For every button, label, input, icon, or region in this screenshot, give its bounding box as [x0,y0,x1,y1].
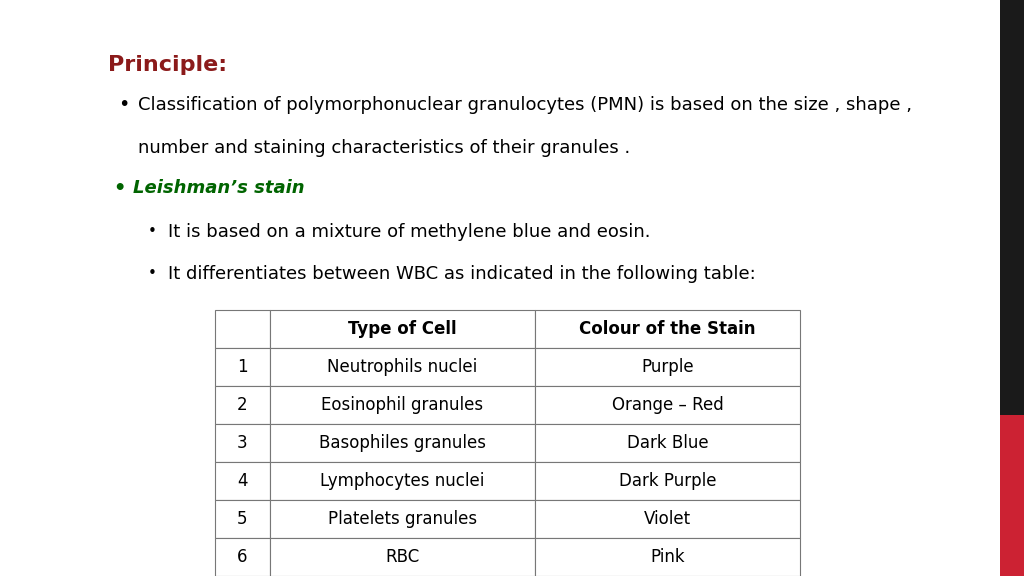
Bar [270,538,535,576]
Bar [215,462,270,500]
Bar [215,424,270,462]
Bar [535,500,800,538]
Bar [270,310,535,348]
Bar [535,310,800,348]
Bar [270,500,535,538]
Text: Type of Cell: Type of Cell [348,320,457,338]
Bar [270,462,535,500]
Bar [535,424,800,462]
Text: •: • [148,267,157,282]
Bar [215,538,270,576]
Text: Dark Purple: Dark Purple [618,472,716,490]
Text: Orange – Red: Orange – Red [611,396,723,414]
Text: 1: 1 [238,358,248,376]
Bar [535,538,800,576]
Text: RBC: RBC [385,548,420,566]
Bar [270,348,535,386]
Bar [215,310,270,348]
Text: •: • [118,96,129,115]
Bar [215,386,270,424]
Bar [535,348,800,386]
Text: Neutrophils nuclei: Neutrophils nuclei [328,358,477,376]
Bar [1000,0,1024,415]
Text: number and staining characteristics of their granules .: number and staining characteristics of t… [138,139,630,157]
Text: 3: 3 [238,434,248,452]
Text: •: • [113,179,125,198]
Text: Colour of the Stain: Colour of the Stain [580,320,756,338]
Text: •: • [148,225,157,240]
Text: Purple: Purple [641,358,694,376]
Bar [270,424,535,462]
Bar [215,500,270,538]
Bar [1000,415,1024,576]
Bar [270,386,535,424]
Text: It differentiates between WBC as indicated in the following table:: It differentiates between WBC as indicat… [168,265,756,283]
Text: 2: 2 [238,396,248,414]
Text: Basophiles granules: Basophiles granules [319,434,486,452]
Bar [215,348,270,386]
Text: Leishman’s stain: Leishman’s stain [133,179,304,197]
Text: 6: 6 [238,548,248,566]
Text: Pink: Pink [650,548,685,566]
Text: It is based on a mixture of methylene blue and eosin.: It is based on a mixture of methylene bl… [168,223,650,241]
Text: Lymphocytes nuclei: Lymphocytes nuclei [321,472,484,490]
Text: Eosinophil granules: Eosinophil granules [322,396,483,414]
Text: Platelets granules: Platelets granules [328,510,477,528]
Text: Violet: Violet [644,510,691,528]
Text: Classification of polymorphonuclear granulocytes (PMN) is based on the size , sh: Classification of polymorphonuclear gran… [138,96,912,114]
Bar [535,462,800,500]
Text: Principle:: Principle: [108,55,227,75]
Text: 5: 5 [238,510,248,528]
Text: 4: 4 [238,472,248,490]
Text: Dark Blue: Dark Blue [627,434,709,452]
Bar [535,386,800,424]
